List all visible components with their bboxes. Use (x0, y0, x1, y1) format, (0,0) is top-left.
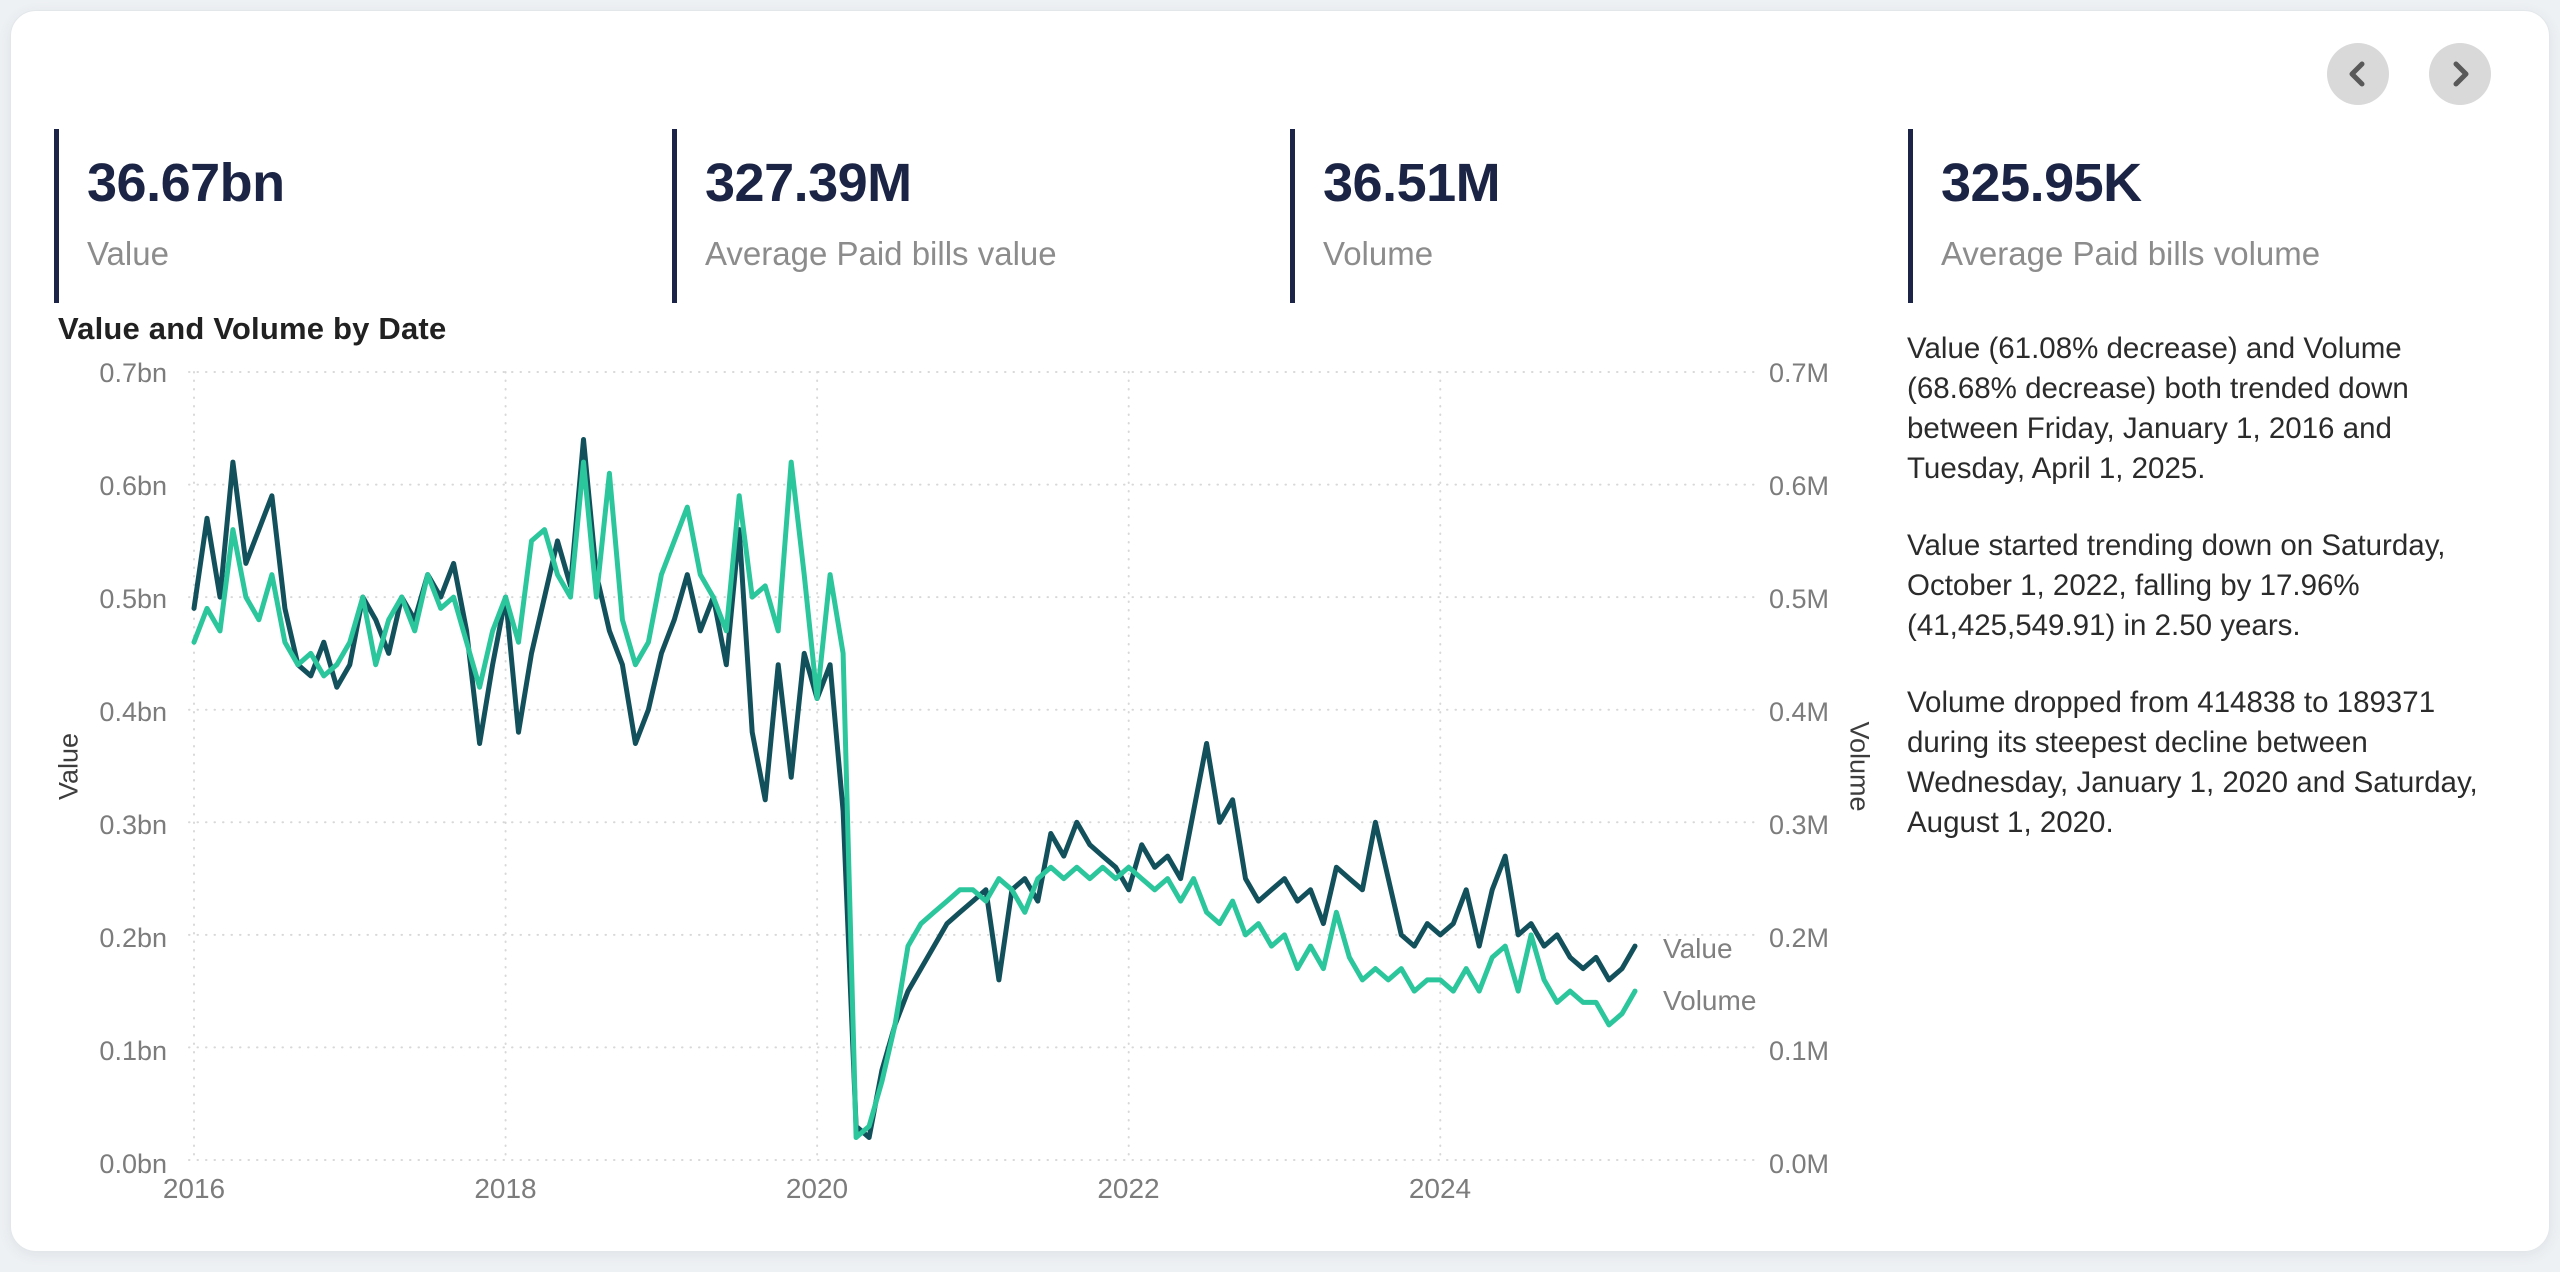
series-end-label-value[interactable]: Value (1663, 933, 1733, 964)
kpi-card-volume[interactable]: 36.51M Volume (1290, 129, 1850, 303)
tick-label: 2024 (1408, 1173, 1472, 1204)
tick-label: 0.3M (1769, 810, 1830, 840)
narrative-paragraph: Value (61.08% decrease) and Volume (68.6… (1907, 332, 2409, 485)
line-chart-plot-area[interactable] (188, 369, 1756, 1164)
kpi-value: 325.95K (1941, 153, 2142, 213)
tick-label: 0.0M (1769, 1149, 1830, 1179)
tick-label: 0.4M (1769, 697, 1830, 727)
line-chart-canvas (188, 371, 1756, 1161)
kpi-value: 327.39M (705, 153, 912, 213)
x-axis-tick-labels: 2016 2018 2020 2022 2024 (154, 1173, 1480, 1209)
tick-label: 0.5M (1769, 584, 1830, 614)
tick-label: 0.1bn (99, 1036, 167, 1066)
tick-label: 0.2bn (99, 923, 167, 953)
narrative-paragraph: Volume dropped from 414838 to 189371 dur… (1907, 686, 2478, 839)
tick-label: 0.5bn (99, 584, 167, 614)
series-line-volume[interactable] (191, 459, 1638, 1140)
series-line-value[interactable] (191, 437, 1638, 1140)
tick-label: 2016 (162, 1173, 226, 1204)
tick-label: 0.7M (1769, 358, 1830, 388)
next-page-button[interactable] (2429, 43, 2491, 105)
tick-label: 2018 (474, 1173, 537, 1204)
previous-page-button[interactable] (2327, 43, 2389, 105)
right-axis-title: Volume (1844, 721, 1875, 812)
tick-label: 0.6M (1769, 471, 1830, 501)
tick-label: 0.3bn (99, 810, 167, 840)
tick-label: 2020 (785, 1173, 849, 1204)
smart-narrative-panel: Value (61.08% decrease) and Volume (68.6… (1907, 329, 2507, 880)
kpi-card-value[interactable]: 36.67bn Value (54, 129, 614, 303)
kpi-card-avg-paid-bills-volume[interactable]: 325.95K Average Paid bills volume (1908, 129, 2468, 303)
kpi-value: 36.67bn (87, 153, 285, 213)
tick-label: 0.4bn (99, 697, 167, 727)
tick-label: 0.0bn (99, 1149, 167, 1179)
right-axis-tick-labels: 0.7M 0.6M 0.5M 0.4M 0.3M 0.2M 0.1M 0.0M (1769, 358, 1879, 1179)
tick-label: 2022 (1097, 1173, 1160, 1204)
left-axis-title: Value (53, 732, 84, 801)
tick-label: 0.2M (1769, 923, 1830, 953)
left-axis-tick-labels: 0.7bn 0.6bn 0.5bn 0.4bn 0.3bn 0.2bn 0.1b… (57, 358, 167, 1179)
chart-title: Value and Volume by Date (58, 311, 447, 346)
tick-label: 0.7bn (99, 358, 167, 388)
kpi-card-avg-paid-bills-value[interactable]: 327.39M Average Paid bills value (672, 129, 1232, 303)
kpi-label: Average Paid bills value (705, 234, 1057, 272)
kpi-value: 36.51M (1323, 153, 1501, 213)
kpi-label: Average Paid bills volume (1941, 234, 2321, 272)
report-card: 36.67bn Value 327.39M Average Paid bills… (10, 10, 2550, 1252)
narrative-paragraph: Value started trending down on Saturday,… (1907, 529, 2446, 642)
chevron-left-icon (2343, 59, 2373, 89)
series-end-label-volume[interactable]: Volume (1663, 985, 1757, 1016)
chevron-right-icon (2445, 59, 2475, 89)
kpi-label: Volume (1323, 234, 1434, 272)
kpi-label: Value (87, 234, 169, 272)
tick-label: 0.6bn (99, 471, 167, 501)
tick-label: 0.1M (1769, 1036, 1830, 1066)
gridlines (188, 371, 1756, 1161)
